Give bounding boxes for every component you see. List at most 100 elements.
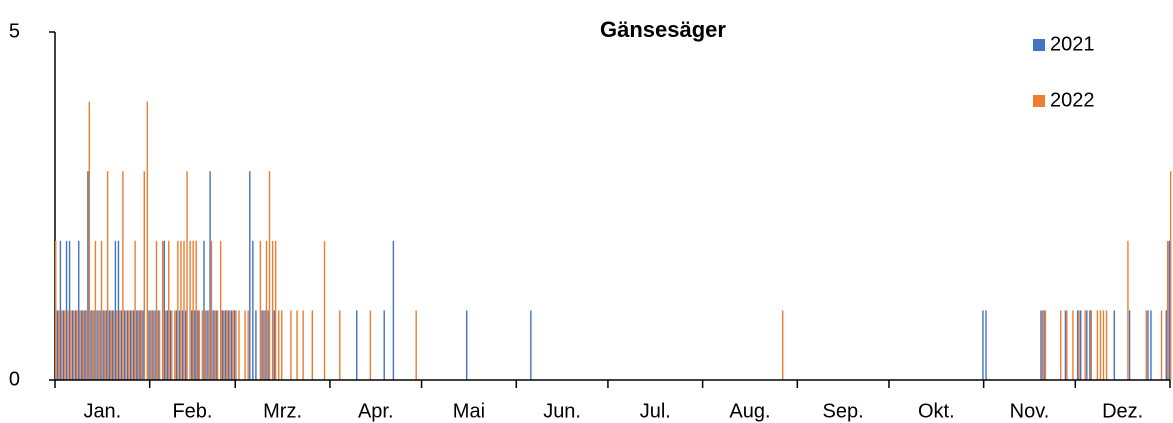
bar (203, 240, 205, 380)
bar (59, 240, 62, 380)
bar (302, 310, 304, 380)
x-tick-label: Jun. (543, 400, 581, 422)
bar (1099, 310, 1102, 380)
bar (168, 240, 170, 380)
bar (108, 310, 110, 380)
bar (143, 171, 145, 380)
bar (183, 240, 185, 380)
bar (1076, 310, 1079, 380)
bar (1160, 310, 1163, 380)
bar (169, 310, 172, 380)
bar (177, 240, 179, 380)
bar (369, 310, 372, 380)
bar (1066, 310, 1068, 380)
bar (1168, 240, 1170, 380)
bar (224, 310, 227, 380)
bar (215, 310, 217, 380)
bar (261, 310, 263, 380)
bar (64, 310, 66, 380)
bar (1147, 310, 1149, 380)
bar (192, 240, 194, 380)
bar (1170, 171, 1172, 380)
bar (207, 310, 210, 380)
bar (180, 240, 182, 380)
x-tick-label: Mrz. (263, 400, 302, 422)
bar (323, 240, 326, 380)
bar (1043, 310, 1045, 380)
x-tick-label: Dez. (1102, 400, 1143, 422)
bar (55, 240, 57, 380)
bar (1105, 310, 1108, 380)
bar (273, 310, 275, 380)
bar (296, 310, 298, 380)
bar (102, 310, 104, 380)
bar (415, 310, 417, 380)
bar (259, 240, 262, 380)
legend-swatch (1033, 39, 1045, 51)
bar (1078, 310, 1080, 380)
bar (229, 310, 231, 380)
bar (1127, 240, 1129, 380)
bar (281, 310, 283, 380)
bar (1145, 310, 1147, 380)
bar (152, 310, 155, 380)
bar (197, 310, 199, 380)
bar (136, 310, 138, 380)
bar (201, 310, 204, 380)
bar (249, 171, 251, 380)
bar (247, 310, 249, 380)
x-tick-label: Nov. (1010, 400, 1050, 422)
bar (226, 310, 228, 380)
x-tick-label: Jul. (640, 400, 671, 422)
bar (146, 101, 149, 380)
bar (982, 310, 984, 380)
y-tick-label: 5 (9, 20, 20, 42)
bar (383, 310, 385, 380)
bar (209, 171, 211, 380)
x-tick-label: Okt. (918, 400, 955, 422)
bar (1086, 310, 1088, 380)
x-tick-label: Sep. (823, 400, 864, 422)
bar (87, 171, 89, 380)
bar (103, 310, 106, 380)
bar (129, 310, 132, 380)
x-tick-label: Mai (453, 400, 485, 422)
bar (113, 310, 115, 380)
x-tick-label: Feb. (172, 400, 212, 422)
chart-title: Gänsesäger (600, 17, 726, 42)
bar (238, 310, 240, 380)
bar (158, 310, 161, 380)
bar (1166, 240, 1169, 380)
legend-swatch (1033, 95, 1045, 107)
bar (81, 310, 83, 380)
bar (163, 240, 165, 380)
bar (1084, 310, 1086, 380)
bar (96, 310, 98, 380)
bar (290, 310, 292, 380)
bar (74, 310, 77, 380)
bar (82, 310, 84, 380)
bar (105, 310, 107, 380)
bar (123, 310, 126, 380)
bar (84, 310, 86, 380)
bar (73, 310, 75, 380)
bar (65, 240, 68, 380)
bar (210, 240, 213, 380)
bar (140, 310, 142, 380)
bar (244, 310, 246, 380)
bar (1090, 310, 1092, 380)
bar (131, 310, 133, 380)
bar (58, 310, 60, 380)
bar (154, 310, 156, 380)
bar (1064, 310, 1067, 380)
bar (97, 310, 100, 380)
bar (1040, 310, 1042, 380)
bar (1165, 310, 1167, 380)
legend-label: 2021 (1050, 33, 1095, 55)
bar (227, 310, 230, 380)
bar (109, 310, 112, 380)
bar (67, 310, 69, 380)
bar (126, 310, 129, 380)
bar (392, 240, 395, 380)
